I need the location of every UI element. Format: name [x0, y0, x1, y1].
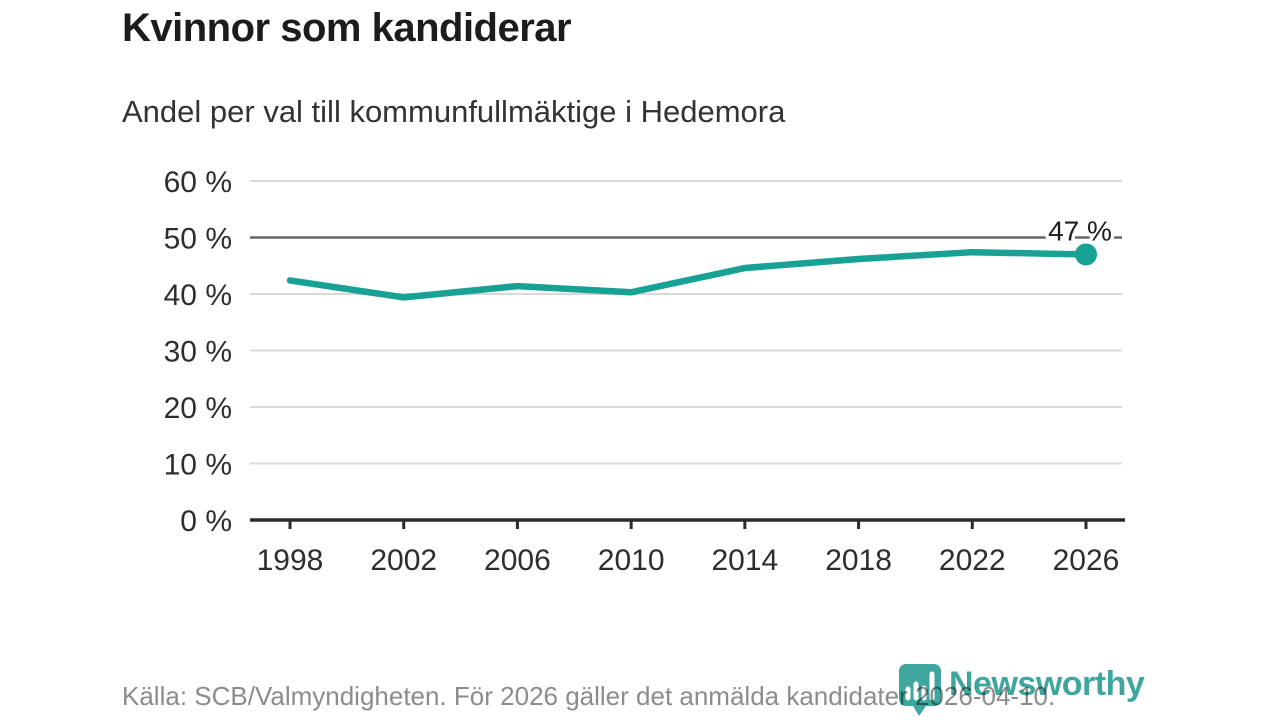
x-tick-label: 2006: [484, 544, 551, 577]
chart-subtitle: Andel per val till kommunfullmäktige i H…: [122, 94, 786, 129]
y-tick-label: 50 %: [164, 223, 232, 256]
end-value-label: 47 %: [1048, 215, 1112, 246]
x-tick-label: 2026: [1053, 544, 1120, 577]
newsworthy-pin-icon: [899, 664, 941, 716]
x-tick-label: 2010: [598, 544, 665, 577]
x-tick-label: 2018: [825, 544, 892, 577]
y-tick-label: 60 %: [164, 166, 232, 199]
newsworthy-wordmark: Newsworthy: [949, 665, 1145, 703]
x-tick-label: 2002: [370, 544, 437, 577]
x-tick-label: 2014: [711, 544, 778, 577]
end-dot: [1075, 243, 1097, 266]
y-tick-label: 0 %: [180, 505, 232, 538]
newsworthy-logo: Newsworthy: [897, 662, 1145, 718]
y-tick-label: 20 %: [164, 392, 232, 425]
y-tick-label: 40 %: [164, 279, 232, 312]
x-tick-label: 1998: [257, 544, 324, 577]
x-tick-label: 2022: [939, 544, 1006, 577]
y-tick-label: 30 %: [164, 336, 232, 369]
series-line: [286, 248, 1090, 301]
pin-shape: [899, 664, 941, 716]
y-tick-label: 10 %: [164, 449, 232, 482]
chart-title: Kvinnor som kandiderar: [122, 6, 572, 50]
bar-chart-glyph: [905, 671, 935, 701]
